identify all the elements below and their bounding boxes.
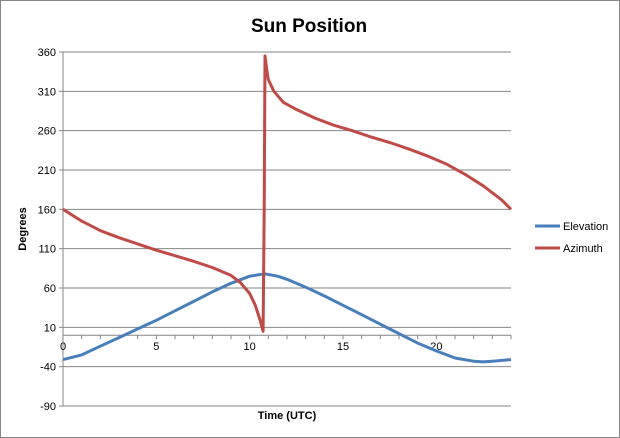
y-tick-label: -90 (40, 401, 56, 413)
y-axis-title: Degrees (17, 207, 29, 250)
legend-item-elevation: Elevation (535, 221, 608, 233)
y-tick-labels: 360 310 260 210 160 110 60 10 -40 -90 (38, 47, 56, 413)
legend: Elevation Azimuth (535, 221, 608, 255)
y-tick-label: 360 (38, 47, 56, 59)
axes (59, 51, 512, 407)
y-tick-label: 260 (38, 126, 56, 138)
series-lines (62, 54, 513, 364)
y-tick-label: 10 (44, 322, 56, 334)
y-tick-label: 210 (38, 165, 56, 177)
y-tick-label: 60 (44, 283, 56, 295)
x-tick-label: 0 (60, 341, 66, 353)
x-tick-labels: 0 5 10 15 20 (60, 341, 443, 353)
x-tick-label: 15 (337, 341, 349, 353)
gridlines (63, 51, 511, 407)
legend-item-azimuth: Azimuth (535, 243, 603, 255)
y-tick-label: 310 (38, 86, 56, 98)
y-tick-label: -40 (40, 362, 56, 374)
legend-label-elevation: Elevation (563, 221, 608, 233)
series-line-elevation (62, 272, 512, 364)
chart-title: Sun Position (251, 16, 367, 37)
legend-label-azimuth: Azimuth (563, 243, 603, 255)
x-axis-title: Time (UTC) (258, 410, 317, 422)
x-tick-label: 10 (244, 341, 256, 353)
y-tick-label: 160 (38, 204, 56, 216)
y-tick-label: 110 (38, 244, 56, 256)
series-line-azimuth (62, 54, 513, 333)
x-tick-label: 5 (153, 341, 159, 353)
